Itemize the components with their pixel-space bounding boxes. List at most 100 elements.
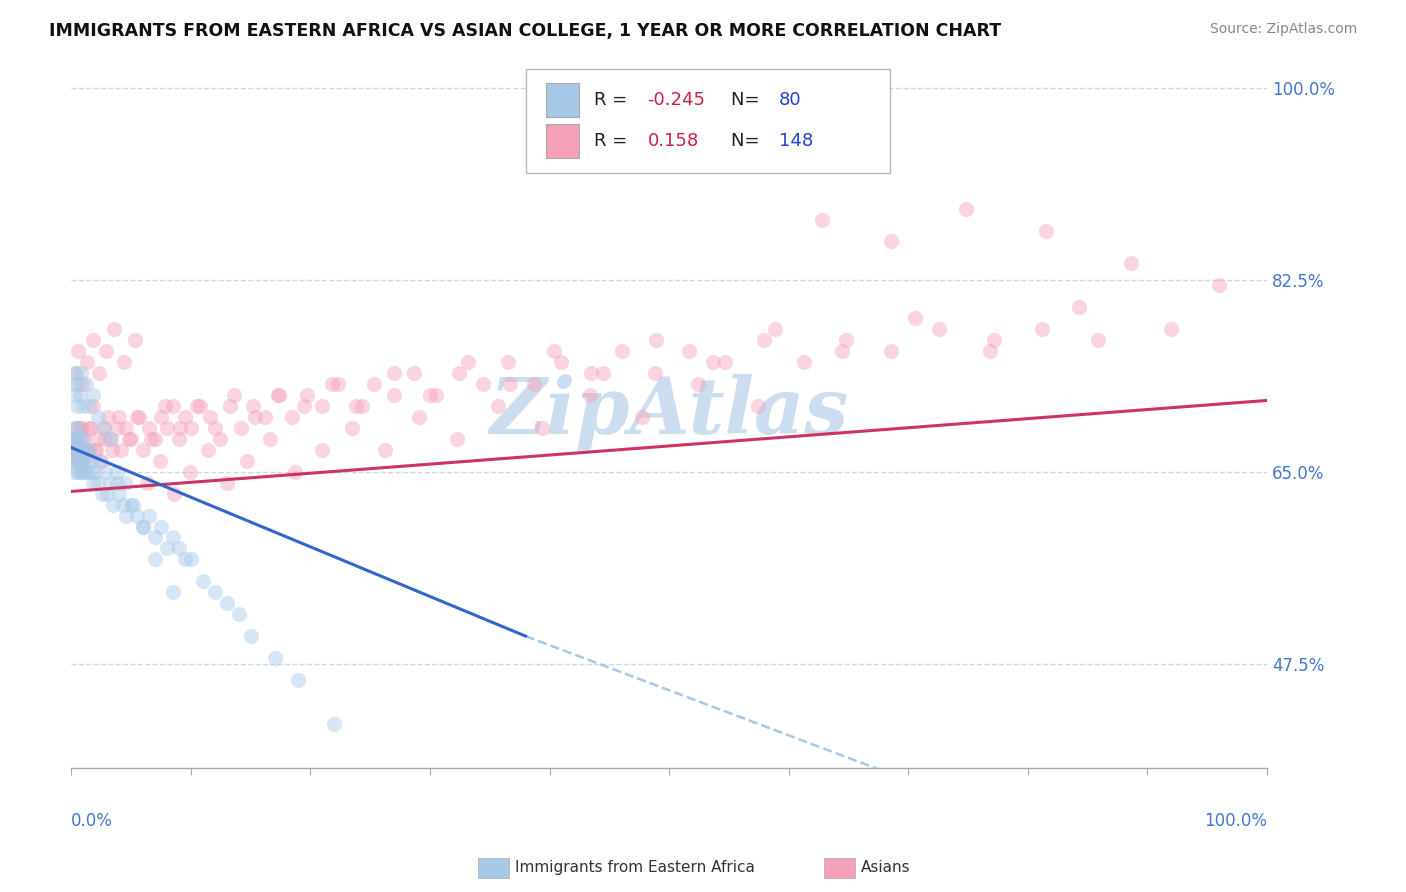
Point: [67, 344, 90, 359]
Point: [101, 498, 124, 512]
Point: [686, 376, 709, 391]
Point: [101, 442, 124, 457]
Point: [197, 442, 219, 457]
Point: [62, 437, 84, 451]
Point: [105, 421, 128, 435]
Point: [186, 399, 208, 413]
Point: [63, 465, 86, 479]
Point: [80, 454, 103, 468]
Text: 0.0%: 0.0%: [72, 812, 112, 830]
Point: [77, 442, 100, 457]
FancyBboxPatch shape: [546, 124, 579, 158]
Point: [326, 376, 349, 391]
Point: [173, 409, 195, 424]
Point: [180, 552, 202, 566]
Point: [311, 399, 333, 413]
Point: [79, 465, 101, 479]
Point: [1035, 223, 1057, 237]
Point: [125, 508, 148, 523]
Point: [105, 475, 128, 490]
Point: [65, 432, 87, 446]
Point: [765, 322, 787, 336]
Point: [84, 442, 107, 457]
Point: [955, 202, 977, 216]
Point: [167, 541, 190, 556]
Point: [323, 716, 346, 731]
Point: [215, 475, 238, 490]
Point: [180, 421, 202, 435]
Point: [904, 311, 927, 326]
Point: [110, 442, 132, 457]
Point: [630, 409, 652, 424]
Point: [93, 432, 115, 446]
Point: [105, 465, 128, 479]
Point: [880, 344, 903, 359]
Point: [103, 322, 125, 336]
Point: [344, 399, 367, 413]
Point: [69, 454, 91, 468]
Point: [245, 409, 267, 424]
Point: [82, 475, 104, 490]
Point: [86, 442, 108, 457]
Point: [457, 355, 479, 369]
Point: [242, 399, 264, 413]
Point: [72, 454, 94, 468]
Text: Source: ZipAtlas.com: Source: ZipAtlas.com: [1209, 22, 1357, 37]
Point: [581, 366, 603, 380]
Point: [66, 465, 89, 479]
Point: [156, 421, 179, 435]
Point: [835, 333, 858, 347]
Point: [77, 454, 100, 468]
Point: [63, 366, 86, 380]
Point: [228, 607, 250, 622]
Point: [79, 421, 101, 435]
Point: [125, 409, 148, 424]
Point: [100, 432, 122, 446]
Point: [350, 399, 373, 413]
Point: [75, 448, 97, 462]
Point: [115, 421, 138, 435]
Point: [149, 454, 172, 468]
Point: [295, 388, 318, 402]
Point: [1087, 333, 1109, 347]
Point: [62, 432, 84, 446]
Point: [120, 498, 142, 512]
Point: [69, 465, 91, 479]
Point: [880, 235, 903, 249]
Point: [62, 432, 84, 446]
Text: 80: 80: [779, 91, 801, 109]
Point: [523, 376, 546, 391]
Point: [143, 552, 166, 566]
Point: [382, 366, 405, 380]
Point: [149, 409, 172, 424]
Point: [373, 442, 395, 457]
Point: [928, 322, 950, 336]
Point: [236, 454, 259, 468]
Point: [531, 421, 554, 435]
Point: [120, 432, 142, 446]
Point: [382, 388, 405, 402]
Point: [162, 399, 184, 413]
Point: [72, 399, 94, 413]
Point: [752, 333, 775, 347]
Point: [132, 442, 155, 457]
Point: [486, 399, 509, 413]
Point: [97, 409, 120, 424]
Point: [66, 421, 89, 435]
Point: [75, 442, 97, 457]
Point: [153, 399, 176, 413]
Point: [499, 376, 522, 391]
Point: [419, 388, 441, 402]
Point: [215, 596, 238, 610]
Point: [143, 531, 166, 545]
Point: [267, 388, 290, 402]
Point: [239, 629, 262, 643]
Point: [138, 508, 160, 523]
Point: [76, 355, 98, 369]
Point: [117, 432, 139, 446]
Text: Immigrants from Eastern Africa: Immigrants from Eastern Africa: [515, 860, 755, 874]
Point: [173, 552, 195, 566]
Point: [98, 432, 121, 446]
Point: [162, 531, 184, 545]
Text: 0.158: 0.158: [648, 132, 699, 150]
